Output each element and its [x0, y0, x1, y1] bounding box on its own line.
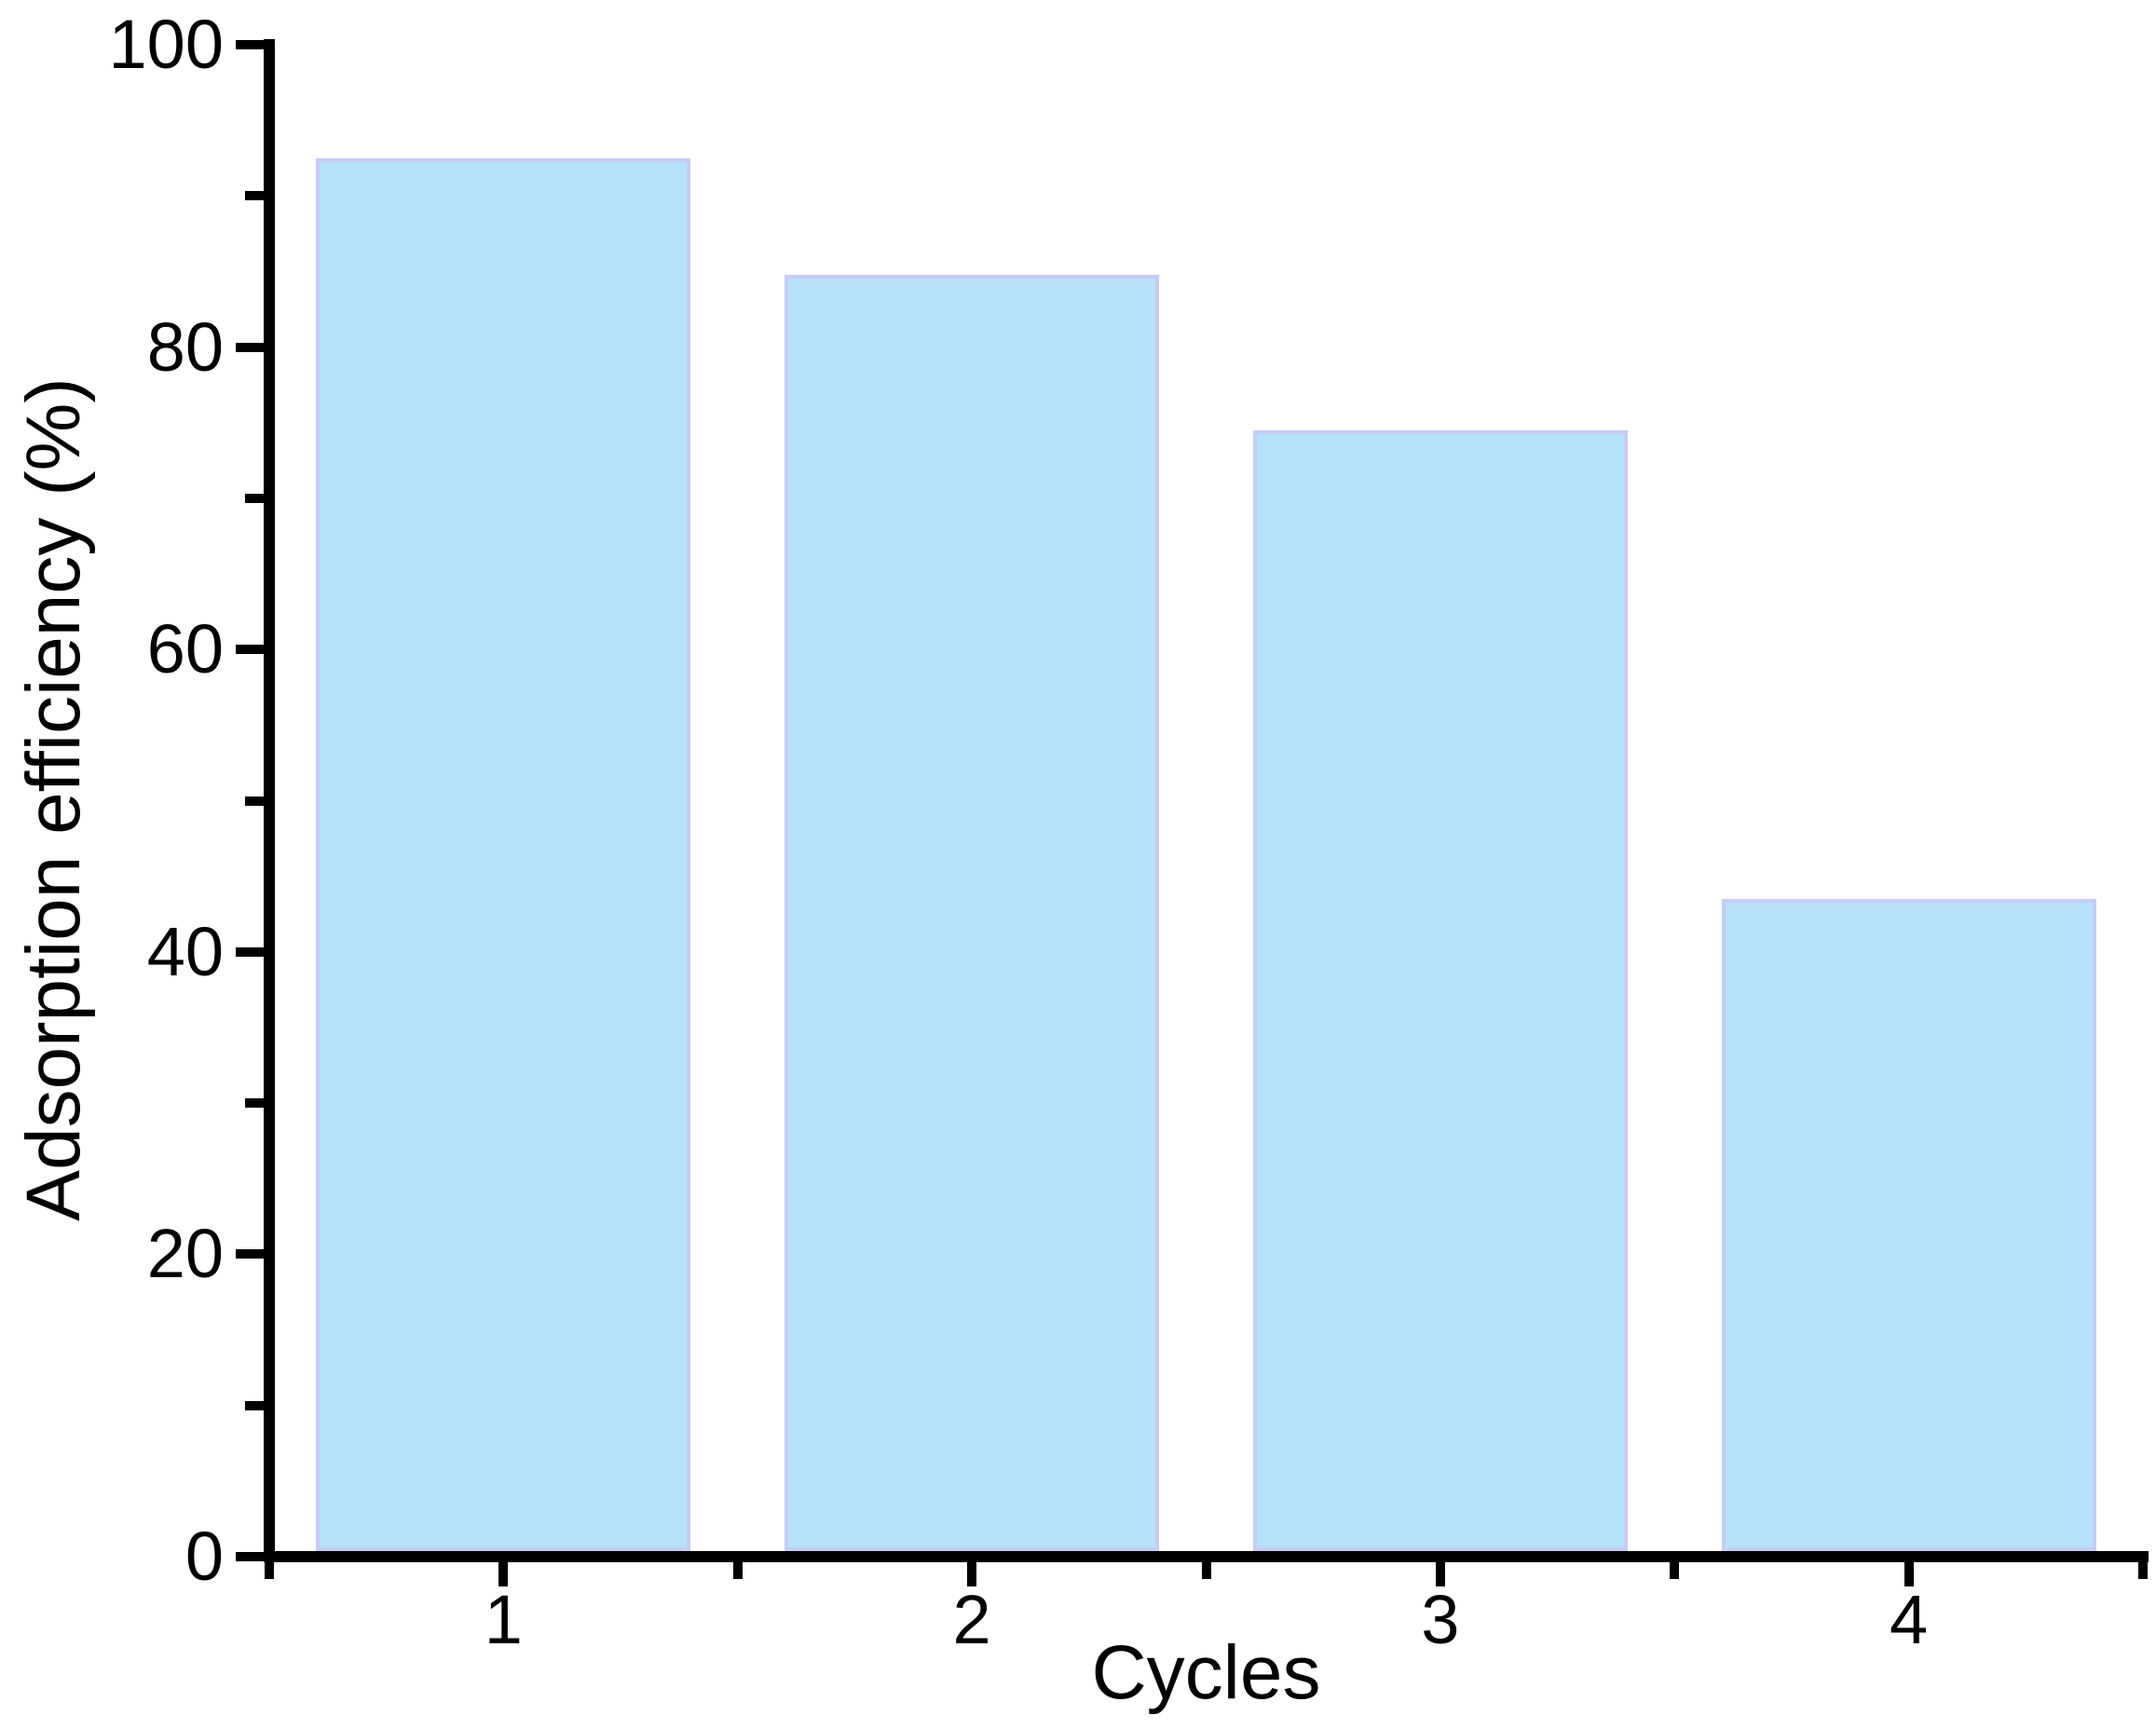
y-minor-tick [245, 1098, 264, 1109]
y-tick-label: 40 [146, 912, 224, 990]
x-tick-label: 3 [1421, 1581, 1460, 1658]
y-minor-tick [245, 796, 264, 806]
bar-cycle-1 [316, 157, 691, 1551]
y-tick-label: 100 [108, 6, 224, 83]
y-axis-spine [264, 39, 275, 1562]
y-tick-label: 0 [184, 1518, 224, 1595]
x-tick-label: 4 [1890, 1581, 1929, 1658]
y-tick-label: 60 [146, 610, 224, 688]
bar-cycle-4 [1721, 898, 2096, 1551]
y-minor-tick [245, 493, 264, 503]
x-major-tick [498, 1562, 509, 1586]
y-tick-label: 20 [146, 1215, 224, 1293]
y-axis-title: Adsorption efficiency (%) [11, 377, 96, 1221]
x-minor-tick [732, 1562, 743, 1579]
x-axis-spine [264, 1551, 2149, 1562]
y-major-tick [236, 946, 264, 957]
y-major-tick [236, 1552, 264, 1561]
y-major-tick [236, 342, 264, 352]
x-major-tick [1904, 1562, 1914, 1586]
x-tick-label: 1 [484, 1581, 523, 1658]
x-tick-label: 2 [952, 1581, 991, 1658]
y-major-tick [236, 40, 264, 49]
x-major-tick [1435, 1562, 1445, 1586]
x-edge-tick [2138, 1562, 2148, 1579]
y-minor-tick [245, 191, 264, 201]
bar-cycle-3 [1252, 429, 1628, 1551]
x-axis-title: Cycles [1091, 1630, 1321, 1715]
x-edge-tick [265, 1562, 274, 1579]
y-tick-label: 80 [146, 307, 224, 386]
x-minor-tick [1201, 1562, 1211, 1579]
x-major-tick [967, 1562, 977, 1586]
y-major-tick [236, 645, 264, 655]
bar-cycle-2 [785, 274, 1160, 1551]
y-major-tick [236, 1249, 264, 1259]
y-minor-tick [245, 1400, 264, 1410]
x-minor-tick [1670, 1562, 1680, 1579]
